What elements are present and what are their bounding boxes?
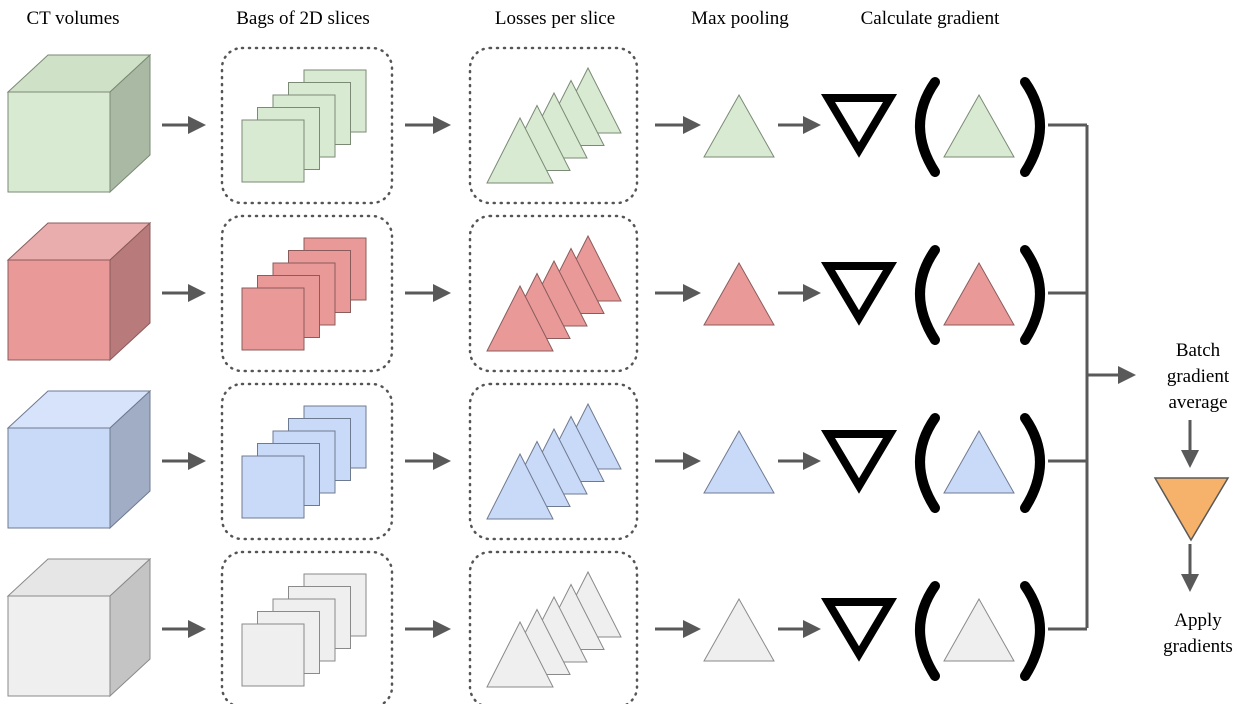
row xyxy=(8,552,1087,704)
cube-front xyxy=(8,428,110,528)
grad-triangle xyxy=(944,263,1014,325)
max-triangle xyxy=(704,95,774,157)
row xyxy=(8,384,1087,539)
slice xyxy=(242,624,304,686)
column-header: Losses per slice xyxy=(495,8,615,29)
paren xyxy=(920,250,935,340)
column-header: Calculate gradient xyxy=(861,8,1000,29)
max-triangle xyxy=(704,263,774,325)
nabla xyxy=(828,98,890,150)
diagram: CT volumes Bags of 2D slices Losses per … xyxy=(0,0,1238,704)
max-triangle xyxy=(704,431,774,493)
batch-label: average xyxy=(1168,392,1227,413)
nabla xyxy=(828,434,890,486)
slice xyxy=(242,456,304,518)
slice xyxy=(242,288,304,350)
average-gradient xyxy=(1155,478,1228,540)
grad-triangle xyxy=(944,95,1014,157)
grad-triangle xyxy=(944,599,1014,661)
slice xyxy=(242,120,304,182)
cube-front xyxy=(8,596,110,696)
paren xyxy=(1025,418,1040,508)
row xyxy=(8,216,1087,371)
paren xyxy=(1025,250,1040,340)
max-triangle xyxy=(704,599,774,661)
paren xyxy=(920,418,935,508)
column-header: Bags of 2D slices xyxy=(236,8,370,29)
paren xyxy=(920,586,935,676)
nabla xyxy=(828,266,890,318)
apply-label: gradients xyxy=(1163,636,1233,657)
batch-label: gradient xyxy=(1167,366,1230,387)
paren xyxy=(920,82,935,172)
nabla xyxy=(828,602,890,654)
grad-triangle xyxy=(944,431,1014,493)
paren xyxy=(1025,82,1040,172)
column-header: Max pooling xyxy=(691,8,789,29)
column-header: CT volumes xyxy=(26,8,119,29)
row xyxy=(8,48,1087,203)
cube-front xyxy=(8,260,110,360)
apply-label: Apply xyxy=(1174,610,1222,631)
paren xyxy=(1025,586,1040,676)
batch-label: Batch xyxy=(1176,340,1221,361)
cube-front xyxy=(8,92,110,192)
